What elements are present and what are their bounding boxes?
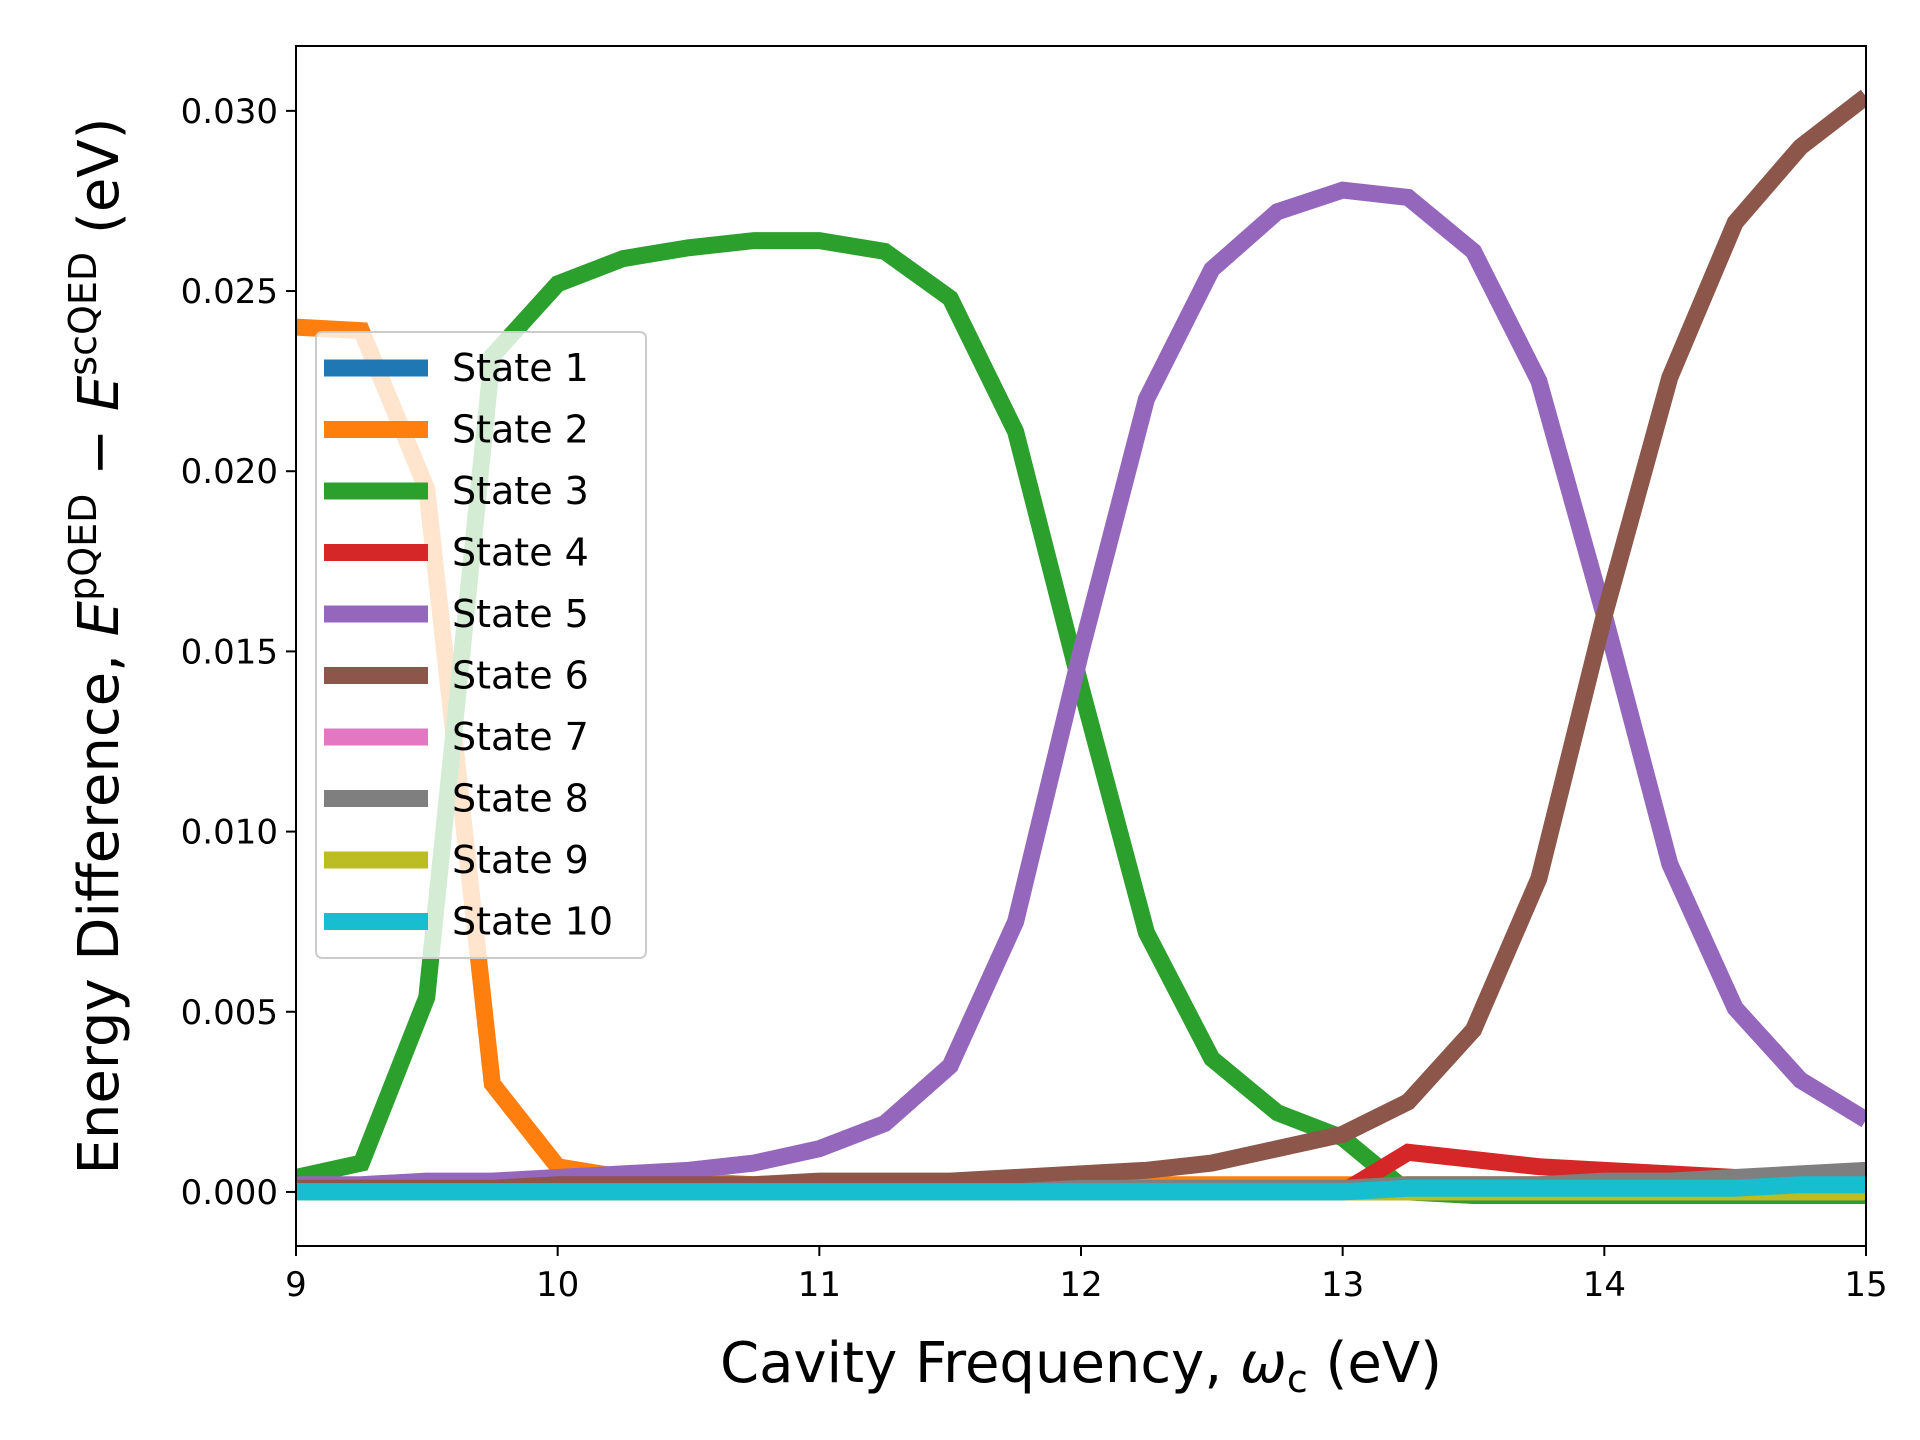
y-tick-label: 0.025 (181, 272, 278, 312)
x-tick-label: 13 (1321, 1265, 1364, 1305)
legend-label: State 6 (452, 654, 589, 698)
x-tick-label: 9 (285, 1265, 307, 1305)
legend-label: State 2 (452, 408, 589, 452)
legend-label: State 7 (452, 715, 589, 759)
y-tick-label: 0.015 (181, 632, 278, 672)
y-axis: 0.000 0.005 0.010 0.015 0.020 0.025 0.030 (181, 92, 296, 1213)
y-tick-label: 0.000 (181, 1173, 278, 1213)
legend-label: State 3 (452, 469, 589, 513)
y-tick-label: 0.010 (181, 813, 278, 853)
series-layer (296, 89, 1866, 1204)
y-tick-label: 0.030 (181, 92, 278, 132)
x-tick-label: 10 (536, 1265, 579, 1305)
y-tick-label: 0.020 (181, 452, 278, 492)
y-axis-label: Energy Difference, EpQED − EscQED (eV) (61, 118, 132, 1175)
x-tick-label: 12 (1059, 1265, 1102, 1305)
legend-label: State 9 (452, 838, 589, 882)
series-line-10 (296, 1176, 1866, 1201)
x-tick-label: 14 (1583, 1265, 1626, 1305)
y-tick-label: 0.005 (181, 993, 278, 1033)
x-axis-label: Cavity Frequency, ωc (eV) (720, 1331, 1442, 1401)
legend-label: State 8 (452, 777, 589, 821)
legend: State 1 State 2 State 3 State 4 State 5 State… (315, 331, 647, 959)
legend-label: State 4 (452, 531, 589, 575)
x-axis: 9 10 11 12 13 14 15 (285, 1246, 1888, 1305)
x-tick-label: 11 (798, 1265, 841, 1305)
legend-label: State 1 (452, 346, 589, 390)
x-tick-label: 15 (1844, 1265, 1887, 1305)
legend-label: State 5 (452, 592, 589, 636)
legend-label: State 10 (452, 900, 613, 944)
